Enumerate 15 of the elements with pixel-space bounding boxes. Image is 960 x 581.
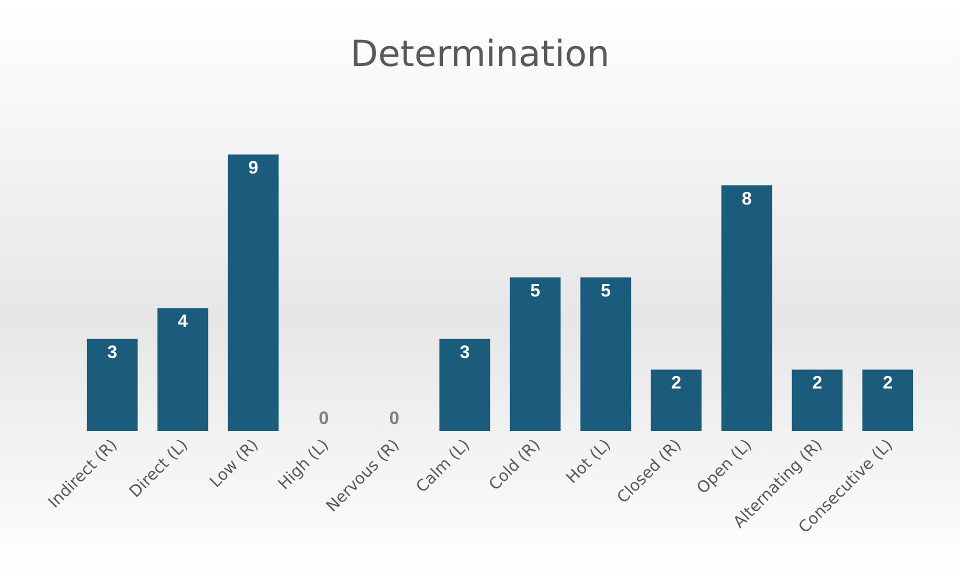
data-label: 0 [318,408,329,428]
x-tick-label: Hot (L) [562,435,614,488]
data-label: 3 [460,342,470,362]
data-label: 2 [671,372,682,393]
data-label: 2 [812,372,822,393]
chart-title: Determination [350,34,610,75]
x-tick-label: Low (R) [206,435,262,492]
data-label: 4 [178,311,188,332]
data-label: 5 [530,280,540,300]
data-label: 0 [389,408,400,428]
data-label: 8 [742,188,752,208]
data-label: 3 [107,342,118,362]
data-label: 9 [248,158,258,178]
data-label: 5 [600,280,611,300]
data-label: 2 [882,372,893,393]
